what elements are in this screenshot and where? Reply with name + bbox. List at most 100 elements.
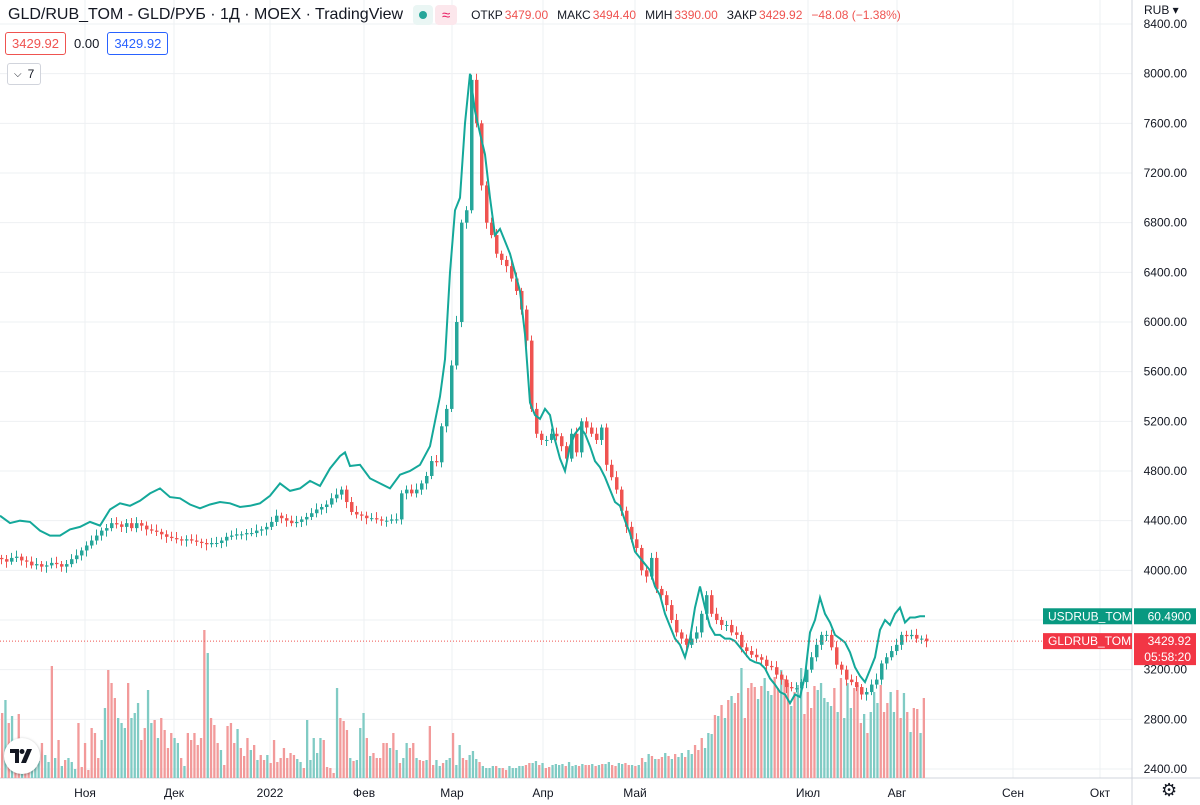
volume-bar — [763, 678, 766, 778]
candle-body — [635, 539, 639, 548]
indicators-toggle-button[interactable]: ⌵ 7 — [7, 63, 42, 85]
candle-body — [70, 559, 74, 565]
market-status-indicator[interactable] — [413, 5, 434, 25]
candle-body — [60, 564, 64, 567]
volume-bar — [544, 768, 547, 778]
symbol-title[interactable]: GLD/RUB_TOM - GLD/РУБ · 1Д · MOEX · Trad… — [8, 6, 404, 23]
candle-body — [570, 433, 574, 459]
volume-bar — [123, 728, 126, 778]
volume-bar — [700, 738, 703, 778]
volume-bar — [4, 700, 7, 778]
candle-body — [405, 489, 409, 494]
volume-bar — [684, 757, 687, 778]
volume-bar — [375, 758, 378, 778]
volume-bar — [803, 714, 806, 778]
volume-bar — [1, 713, 4, 778]
currency-label[interactable]: RUB ▾ — [1144, 3, 1179, 17]
candle-body — [555, 433, 559, 437]
candle-body — [565, 446, 569, 459]
candle-body — [770, 665, 774, 668]
volume-bar — [213, 725, 216, 778]
volume-bar — [153, 720, 156, 778]
time-tick-label: Окт — [1090, 786, 1111, 800]
candle-body — [855, 682, 859, 688]
volume-bar — [170, 733, 173, 778]
candle-body — [95, 535, 99, 541]
volume-bar — [597, 765, 601, 778]
candle-body — [690, 638, 694, 645]
volume-bar — [289, 753, 292, 778]
volume-bar — [249, 750, 252, 778]
volume-bar — [879, 685, 882, 778]
volume-bar — [601, 764, 604, 778]
candle-body — [275, 515, 279, 522]
volume-bar — [498, 768, 501, 778]
settings-gear-icon[interactable]: ⚙ — [1161, 780, 1178, 800]
candle-body — [55, 562, 59, 565]
volume-bar — [422, 761, 425, 778]
candle-body — [810, 657, 814, 670]
volume-bar — [107, 670, 110, 778]
volume-bar — [501, 768, 504, 778]
candle-body — [630, 526, 634, 540]
volume-bar — [859, 723, 862, 778]
volume-bar — [349, 758, 352, 778]
volume-bar — [677, 757, 680, 778]
candle-body — [925, 638, 929, 642]
candle-body — [165, 534, 169, 537]
volume-bar — [508, 766, 511, 778]
candle-body — [280, 515, 284, 519]
volume-bar — [382, 743, 385, 778]
volume-bar — [538, 765, 541, 778]
volume-bar — [44, 755, 47, 778]
candle-body — [480, 123, 484, 186]
volume-bar — [873, 692, 876, 778]
volume-bar — [415, 758, 418, 778]
candle-body — [865, 692, 869, 695]
volume-bar — [392, 733, 395, 778]
volume-bar — [591, 764, 594, 778]
candle-body — [270, 521, 274, 527]
time-tick-label: Апр — [532, 786, 554, 800]
volume-bar — [611, 765, 614, 778]
volume-bar — [176, 743, 179, 778]
volume-bar — [113, 698, 116, 778]
volume-bar — [780, 670, 783, 778]
volume-bar — [83, 743, 87, 778]
volume-bar — [776, 688, 780, 778]
volume-bar — [196, 745, 199, 778]
candle-body — [890, 651, 894, 658]
tradingview-logo[interactable] — [4, 738, 40, 774]
price-tick-label: 6400.00 — [1144, 265, 1188, 279]
candle-body — [235, 534, 239, 536]
candle-body — [655, 557, 659, 589]
volume-bar — [199, 738, 203, 778]
volume-bar — [461, 758, 465, 778]
ask-price-box[interactable]: 3429.92 — [107, 32, 169, 55]
time-tick-label: Фев — [353, 786, 375, 800]
candle-body — [485, 185, 489, 223]
candle-body — [435, 461, 439, 463]
candle-body — [695, 632, 699, 639]
volume-bar — [451, 733, 455, 778]
candle-body — [665, 595, 669, 606]
volume-bar — [521, 766, 524, 778]
volume-bar — [654, 759, 657, 778]
candle-body — [760, 657, 764, 660]
price-tick-label: 2400.00 — [1144, 762, 1188, 776]
bid-price-box[interactable]: 3429.92 — [5, 32, 66, 55]
volume-bar — [120, 723, 123, 778]
volume-bar — [136, 703, 140, 778]
volume-bar — [219, 750, 223, 778]
candle-body — [110, 523, 114, 529]
price-tick-label: 4000.00 — [1144, 563, 1188, 577]
volume-bar — [90, 728, 93, 778]
wave-icon[interactable]: ≈ — [435, 5, 458, 25]
candle-body — [625, 510, 629, 527]
candle-body — [170, 536, 174, 539]
volume-bar — [899, 718, 902, 778]
candle-body — [785, 679, 789, 688]
candle-body — [125, 523, 129, 527]
candle-body — [290, 520, 294, 524]
